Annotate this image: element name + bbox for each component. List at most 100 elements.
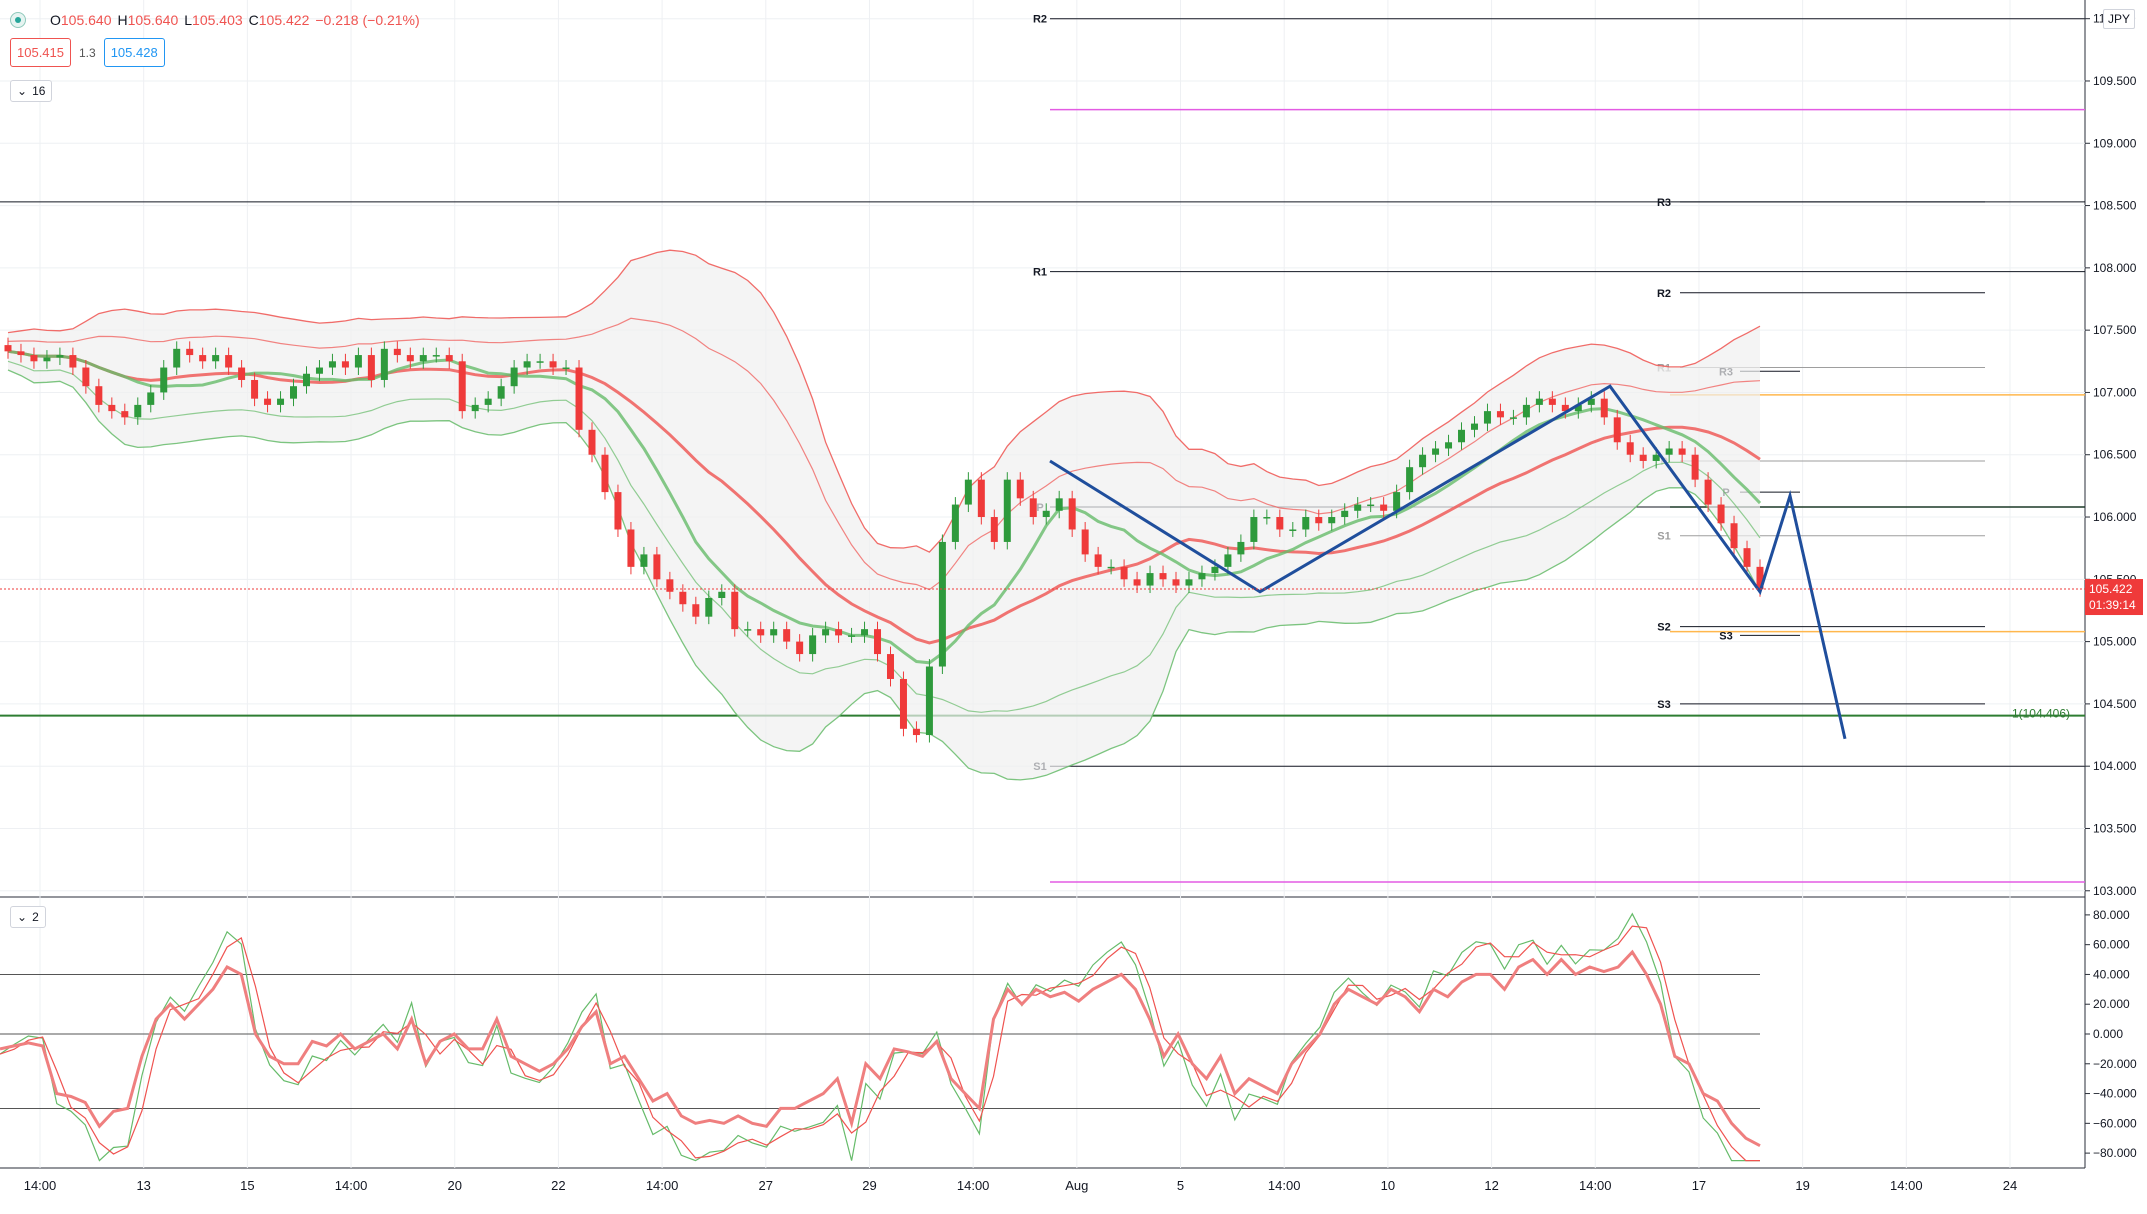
candle-body bbox=[458, 361, 466, 412]
candle-body bbox=[1393, 492, 1401, 511]
candle-body bbox=[1133, 579, 1141, 586]
y-tick-label: 104.000 bbox=[2093, 759, 2137, 773]
candle-body bbox=[1029, 498, 1037, 518]
candle-body bbox=[1289, 529, 1297, 531]
pivot-label-daily: S1 bbox=[1657, 531, 1670, 543]
candle-body bbox=[251, 379, 259, 399]
candle-body bbox=[1198, 573, 1206, 580]
y-tick-label-osc: 40.000 bbox=[2093, 967, 2130, 981]
candle-body bbox=[212, 355, 220, 362]
x-tick-label: 14:00 bbox=[1579, 1178, 1612, 1193]
candle-body bbox=[1561, 404, 1569, 412]
y-tick-label: 103.000 bbox=[2093, 884, 2137, 898]
candle-body bbox=[886, 654, 894, 679]
currency-label[interactable]: JPY bbox=[2102, 9, 2135, 29]
x-tick-label: 17 bbox=[1692, 1178, 1706, 1193]
x-tick-label: 15 bbox=[240, 1178, 254, 1193]
candle-body bbox=[1159, 573, 1167, 580]
candle-body bbox=[1263, 517, 1271, 519]
candle-body bbox=[315, 367, 323, 374]
candle-body bbox=[861, 629, 869, 636]
candle-body bbox=[471, 404, 479, 412]
y-tick-label: 106.000 bbox=[2093, 510, 2137, 524]
pivot-label-daily: R2 bbox=[1657, 288, 1671, 300]
candle-body bbox=[341, 361, 349, 368]
candle-body bbox=[770, 629, 778, 636]
candle-body bbox=[225, 355, 233, 368]
upper-band-outer bbox=[7, 249, 1761, 553]
y-tick-label: 105.000 bbox=[2093, 635, 2137, 649]
candle-body bbox=[1626, 442, 1634, 455]
candle-body bbox=[56, 355, 64, 358]
current-price-value: 105.422 bbox=[2089, 582, 2133, 596]
candle-body bbox=[1120, 566, 1128, 580]
candle-body bbox=[601, 454, 609, 493]
candle-body bbox=[1276, 517, 1284, 530]
pivot-label: R1 bbox=[1033, 267, 1047, 279]
candle-body bbox=[121, 411, 129, 418]
indicators-toggle-lower[interactable]: ⌄ 2 bbox=[10, 906, 46, 928]
x-tick-label: 13 bbox=[136, 1178, 150, 1193]
candle-body bbox=[1509, 417, 1517, 419]
candle-body bbox=[1678, 448, 1686, 455]
bar-countdown: 01:39:14 bbox=[2089, 598, 2136, 612]
symbol-status-icon[interactable] bbox=[10, 12, 26, 28]
candle-body bbox=[848, 635, 856, 637]
candle-body bbox=[1600, 398, 1608, 418]
x-tick-label: 14:00 bbox=[1268, 1178, 1301, 1193]
stochastic-d bbox=[0, 925, 1760, 1162]
candle-body bbox=[510, 367, 518, 387]
ohlc-legend: O 105.640 H 105.640 L 105.403 C 105.422 −0.2… bbox=[10, 8, 420, 32]
candle-body bbox=[238, 367, 246, 380]
buy-price-button[interactable]: 105.428 bbox=[103, 38, 165, 67]
candle-body bbox=[938, 541, 946, 667]
candle-body bbox=[1613, 417, 1621, 443]
candle-body bbox=[588, 429, 596, 455]
candle-body bbox=[653, 554, 661, 580]
x-tick-label: 5 bbox=[1177, 1178, 1184, 1193]
candle-body bbox=[1081, 529, 1089, 555]
y-tick-label-osc: −40.000 bbox=[2093, 1087, 2137, 1101]
bollinger-fill bbox=[8, 250, 1760, 780]
candle-body bbox=[1107, 566, 1115, 569]
x-tick-label: 20 bbox=[448, 1178, 462, 1193]
oscillator-main bbox=[0, 949, 1761, 1148]
lower-band-outer bbox=[7, 369, 1761, 781]
candle-body bbox=[1315, 517, 1323, 524]
candle-body bbox=[1146, 573, 1154, 586]
candle-body bbox=[264, 398, 272, 405]
candle-body bbox=[1691, 454, 1699, 480]
candle-body bbox=[523, 361, 531, 368]
candle-body bbox=[354, 355, 362, 368]
candle-body bbox=[406, 355, 414, 362]
candle-body bbox=[277, 398, 285, 405]
x-tick-label: 22 bbox=[551, 1178, 565, 1193]
candle-body bbox=[302, 373, 310, 387]
x-tick-label: 14:00 bbox=[335, 1178, 368, 1193]
candle-body bbox=[1704, 479, 1712, 505]
candle-body bbox=[679, 591, 687, 605]
candle-body bbox=[822, 629, 830, 636]
y-tick-label: 109.500 bbox=[2093, 74, 2137, 88]
candle-body bbox=[627, 529, 635, 567]
candle-body bbox=[1172, 579, 1180, 586]
candle-body bbox=[757, 629, 765, 636]
candle-body bbox=[1341, 510, 1349, 518]
candle-body bbox=[328, 361, 336, 368]
indicators-toggle-main[interactable]: ⌄ 16 bbox=[10, 80, 53, 102]
candle-body bbox=[783, 629, 791, 642]
candle-body bbox=[393, 348, 401, 356]
sell-price-button[interactable]: 105.415 bbox=[10, 38, 71, 67]
x-tick-label: 12 bbox=[1484, 1178, 1498, 1193]
candle-body bbox=[796, 641, 804, 655]
candle-body bbox=[1354, 504, 1362, 511]
candle-body bbox=[575, 367, 583, 430]
candle-body bbox=[419, 355, 427, 362]
candle-body bbox=[1665, 448, 1673, 455]
candle-body bbox=[1094, 554, 1102, 567]
support-line-label: 1(104.406) bbox=[2012, 707, 2070, 721]
candle-body bbox=[951, 504, 959, 542]
y-tick-label-osc: −80.000 bbox=[2093, 1146, 2137, 1160]
candle-body bbox=[1224, 554, 1232, 567]
